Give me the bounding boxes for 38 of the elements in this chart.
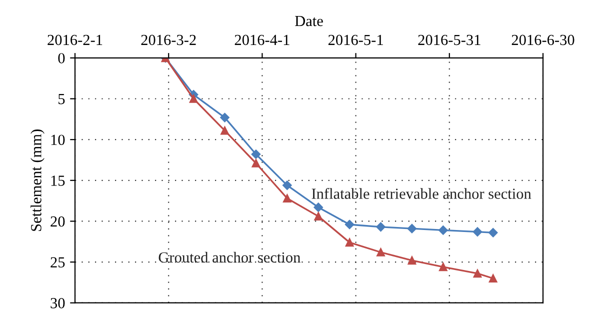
point [438,262,448,272]
point [488,274,498,283]
point [314,212,323,220]
x-tick-label: 2016-3-2 [141,34,196,46]
point [407,224,417,234]
point [345,238,354,247]
point [189,94,198,103]
point [220,112,230,122]
y-tick-label: 25 [50,257,65,268]
y-tick-label: 0 [58,53,65,64]
point [220,126,229,135]
point [438,226,448,235]
y-tick-label: 20 [50,216,65,227]
y-tick-label: 5 [58,94,65,104]
point [408,256,416,265]
x-tick-label: 2016-5-31 [418,34,480,46]
y-tick-label: 15 [51,176,65,186]
series-label: Inflatable retrievable anchor section [312,188,532,199]
x-tick-label: 2016-5-1 [328,34,383,46]
text: Grouted anchor section [158,252,300,263]
point [488,228,498,238]
point [252,159,260,168]
point [282,180,292,190]
y-tick-label: 30 [50,298,65,308]
point [282,194,292,203]
point [251,150,261,159]
y-axis-title: Settlement (mm) [30,130,44,231]
x-tick-label: 2016-4-1 [234,34,290,46]
point [344,220,354,230]
x-tick-label: 2016-6-30 [512,34,574,46]
point [473,269,482,278]
point [472,227,482,236]
y-tick-label: 10 [51,134,65,146]
point [376,248,385,256]
point [314,202,323,212]
x-tick-label: 2016-2-1 [48,34,102,46]
point [376,222,386,232]
x-axis-title: Date [295,16,323,26]
